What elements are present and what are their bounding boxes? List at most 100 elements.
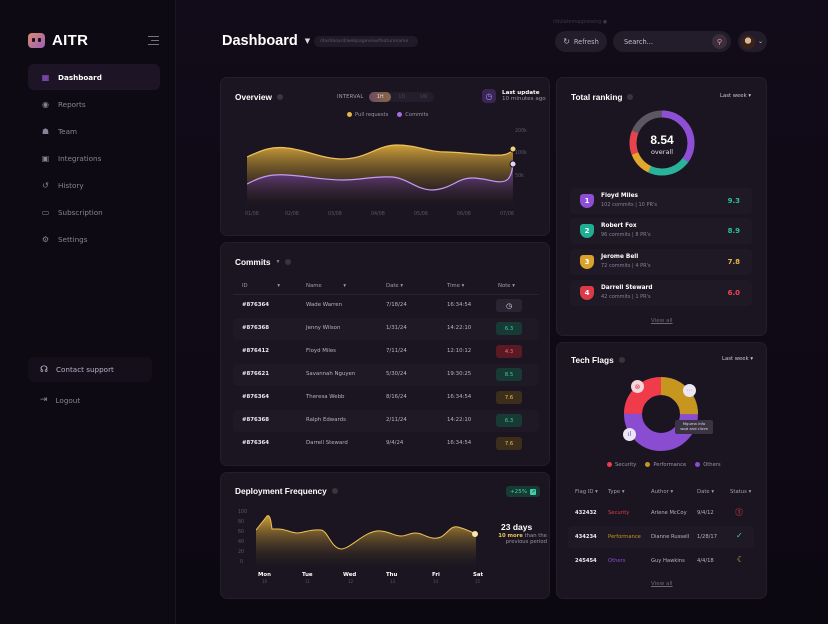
chart-tooltip: Mguma info wqd and clicre [675,420,713,434]
column-header-flag-id[interactable]: Flag ID ▾ [575,489,598,495]
profile-menu[interactable]: ⌄ [738,31,767,52]
info-icon [331,488,338,494]
legend-item[interactable]: Commits [397,112,428,118]
column-header-note[interactable]: Note ▾ [498,283,515,289]
x-subtick: 14 [433,579,439,584]
table-row[interactable]: 434234 Performance Dianne Russell 1/28/1… [568,526,754,548]
table-row[interactable]: #876364 Darrell Steward 9/4/24 16:34:54 … [233,433,539,455]
info-icon [285,259,292,265]
x-subtick: 13 [390,579,396,584]
column-header-date[interactable]: Date ▾ [697,489,715,495]
ranking-row[interactable]: 4 Darrell Steward 42 commits | 1 PR's 6.… [570,280,752,306]
caret-down-icon: ▾ [748,93,751,99]
column-header-status[interactable]: Status ▾ [730,489,752,495]
others-chart-icon[interactable]: ıl [623,428,636,441]
table-row[interactable]: #876364 Wade Warren 7/18/24 16:34:54 ◷ [233,295,539,317]
sidebar-item-team[interactable]: ☗ Team [28,118,160,144]
table-row[interactable]: 245454 Others Guy Hawkins 4/4/18 ☾ [575,555,745,564]
chevron-down-icon: ⌄ [758,38,764,45]
x-tick: 01/08 [245,212,259,217]
column-header-type[interactable]: Type ▾ [608,489,625,495]
table-row[interactable]: #876368 Jenny Wilson 1/31/24 14:22:10 6.… [233,318,539,340]
ranking-view-all-link[interactable]: View all [651,318,673,324]
menu-toggle-icon[interactable] [148,36,159,45]
refresh-label: Refresh [573,37,599,46]
sidebar-item-reports[interactable]: ◉ Reports [28,91,160,117]
legend-item[interactable]: Others [695,462,721,468]
logo[interactable]: AITR [28,32,88,49]
page-title-dropdown[interactable]: Dashboard ▼ [222,33,310,49]
performance-gauge-icon[interactable]: ⋯ [683,384,696,397]
y-tick: 80 [238,520,245,525]
column-header-date[interactable]: Date ▾ [386,283,404,289]
refresh-button[interactable]: ↻ Refresh [555,31,607,52]
deployment-title: Deployment Frequency [235,486,338,496]
column-header-id[interactable]: ID ▾ [242,283,281,289]
search-icon[interactable]: ⚲ [712,34,727,49]
x-tick: 05/08 [414,212,428,217]
column-header-author[interactable]: Author ▾ [651,489,674,495]
trophy-icon: 4 [580,286,594,300]
y-tick: 40 [238,540,245,545]
sidebar-item-history[interactable]: ↺ History [28,172,160,198]
robot-logo-icon [28,33,45,48]
x-tick: 03/08 [328,212,342,217]
interval-toggle: 1H 1D 1W [369,92,435,102]
commits-card: Commits ▼ ID ▾ Name ▾ Date ▾ Time ▾ Note … [220,242,550,466]
security-shield-icon[interactable]: ⊗ [631,380,644,393]
legend-item[interactable]: Pull requests [347,112,388,118]
period-dropdown[interactable]: Last week ▾ [722,356,753,362]
trophy-icon: 2 [580,224,594,238]
ranking-score-label: overall [650,148,674,156]
x-subtick: 12 [348,579,354,584]
table-row[interactable]: #876621 Savannah Nguyen 5/30/24 19:30:25… [233,364,539,386]
logout-button[interactable]: ⇥ Logout [28,391,80,409]
search-placeholder: Search... [624,37,653,46]
contact-support-button[interactable]: ☊ Contact support [28,357,152,382]
note-badge: 6.3 [496,322,522,335]
ranking-title: Total ranking [571,92,634,102]
table-row[interactable]: #876364 Theresa Webb 8/16/24 16:34:54 7.… [233,387,539,409]
deployment-area-chart [256,515,478,569]
table-row[interactable]: #876412 Floyd Miles 7/11/24 12:10:12 4.3 [233,341,539,363]
grid-icon: ▦ [41,72,50,82]
commits-title[interactable]: Commits ▼ [235,257,292,267]
search-input[interactable]: Search... ⚲ [613,31,731,52]
sidebar-item-label: Reports [58,99,86,109]
ranking-row[interactable]: 3 Jerome Bell 72 commits | 4 PR's 7.8 [570,249,752,275]
column-header-time[interactable]: Time ▾ [447,283,465,289]
sidebar-item-integrations[interactable]: ▣ Integrations [28,145,160,171]
legend-item[interactable]: Performance [645,462,686,468]
last-update-value: 10 minutes ago [502,96,546,102]
pending-clock-icon: ◷ [496,299,522,312]
table-row[interactable]: #876368 Ralph Edwards 2/11/24 14:22:10 6… [233,410,539,432]
tech-flags-view-all-link[interactable]: View all [651,581,673,587]
sidebar-item-subscription[interactable]: ▭ Subscription [28,199,160,225]
logout-label: Logout [55,395,81,405]
ranking-row[interactable]: 2 Robert Fox 96 commits | 8 PR's 8.9 [570,218,752,244]
comparison-text: 10 more than the previous period [498,533,547,545]
interval-option[interactable]: 1D [398,94,406,100]
interval-option[interactable]: 1H [369,92,392,102]
sidebar-nav: ▦ Dashboard ◉ Reports ☗ Team ▣ Integrati… [28,64,160,253]
tech-flags-title: Tech Flags [571,355,625,365]
caret-down-icon: ▾ [750,356,753,362]
note-badge: 4.3 [496,345,522,358]
days-value: 23 days [501,522,533,532]
logout-icon: ⇥ [40,395,48,405]
table-row[interactable]: 432432 Security Arlene McCoy 9/4/12 ⓵ [575,508,743,517]
column-header-name[interactable]: Name ▾ [306,283,346,289]
sidebar-item-settings[interactable]: ⚙ Settings [28,226,160,252]
sidebar-item-dashboard[interactable]: ▦ Dashboard [28,64,160,90]
ranking-row[interactable]: 1 Floyd Miles 102 commits | 10 PR's 9.3 [570,188,752,214]
y-tick: 0 [240,560,244,565]
period-dropdown[interactable]: Last week ▾ [720,93,751,99]
page-title: Dashboard [222,33,298,49]
caret-down-icon: ▼ [304,37,311,45]
interval-option[interactable]: 1W [419,94,428,100]
header-hint: ridulatemapprewing ● [553,20,608,25]
sidebar-item-label: Team [58,126,77,136]
breadcrumb[interactable]: /dashboard/webpageview/featurename [314,36,418,47]
legend-item[interactable]: Security [607,462,636,468]
